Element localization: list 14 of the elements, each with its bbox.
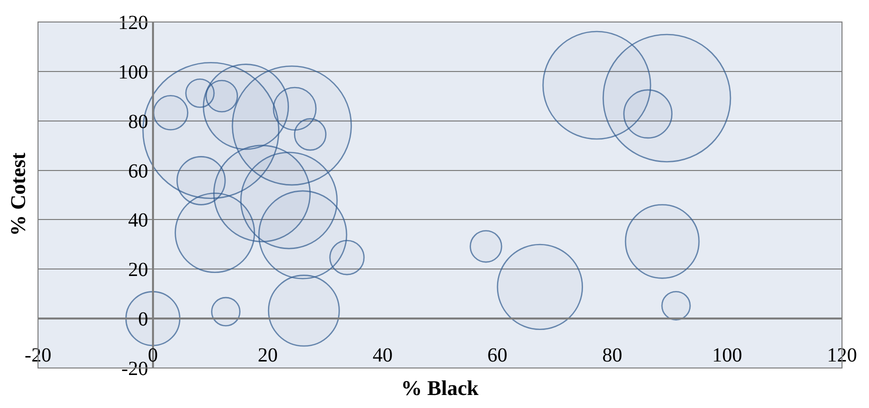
- x-tick-label: 100: [712, 344, 742, 366]
- x-tick-label: 80: [602, 344, 622, 366]
- x-tick-label: 40: [372, 344, 393, 366]
- y-tick-label: 0: [138, 308, 148, 331]
- x-axis-title: % Black: [401, 376, 479, 400]
- x-tick-label: 120: [827, 344, 857, 366]
- y-tick-label: 80: [128, 110, 148, 133]
- y-tick-label: 40: [128, 210, 148, 232]
- y-axis-title: % Cotest: [6, 152, 30, 236]
- x-tick-label: 20: [258, 344, 278, 366]
- y-tick-label: 60: [128, 160, 148, 182]
- y-tick-label: 100: [118, 61, 148, 84]
- x-tick-label: 60: [487, 344, 508, 366]
- y-tick-label: 20: [128, 259, 148, 282]
